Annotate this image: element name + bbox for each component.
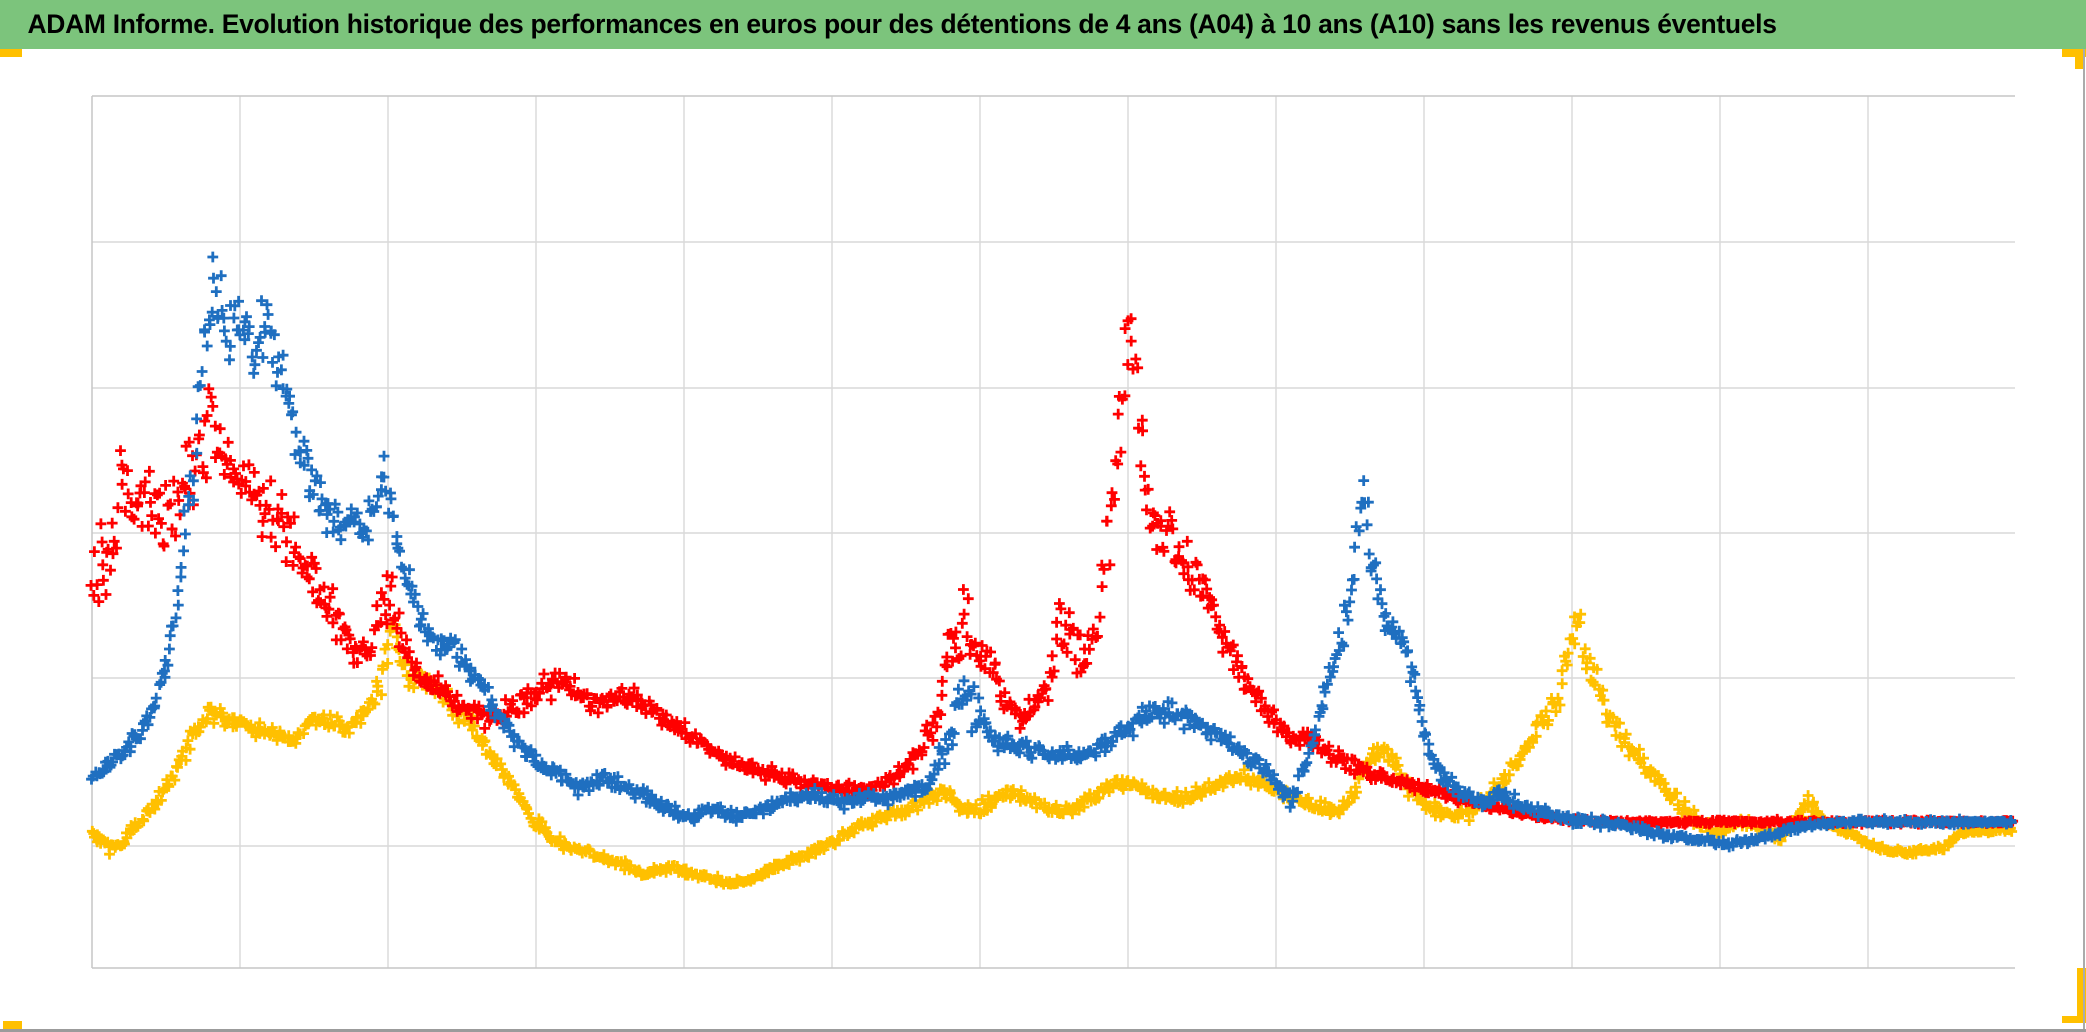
window-border-bottom[interactable] bbox=[0, 1029, 2086, 1032]
selection-handle-bottom-right[interactable] bbox=[2062, 1016, 2086, 1023]
series-blue-points bbox=[86, 251, 2017, 853]
chart-title: ADAM Informe. Evolution historique des p… bbox=[27, 9, 1777, 39]
chart-title-bar[interactable]: ADAM Informe. Evolution historique des p… bbox=[0, 0, 2086, 49]
selection-handle-bottom-left[interactable] bbox=[3, 1021, 22, 1029]
selection-handle-bottom-right-edge[interactable] bbox=[2077, 968, 2086, 1023]
window-border-right bbox=[2083, 49, 2085, 1032]
selection-handle-top-right-edge[interactable] bbox=[2075, 49, 2084, 69]
series-gold-points bbox=[86, 608, 2018, 890]
selection-handle-top-left[interactable] bbox=[0, 49, 22, 57]
chart-gridlines bbox=[91, 95, 2015, 969]
selection-handle-top-right[interactable] bbox=[2062, 49, 2086, 57]
